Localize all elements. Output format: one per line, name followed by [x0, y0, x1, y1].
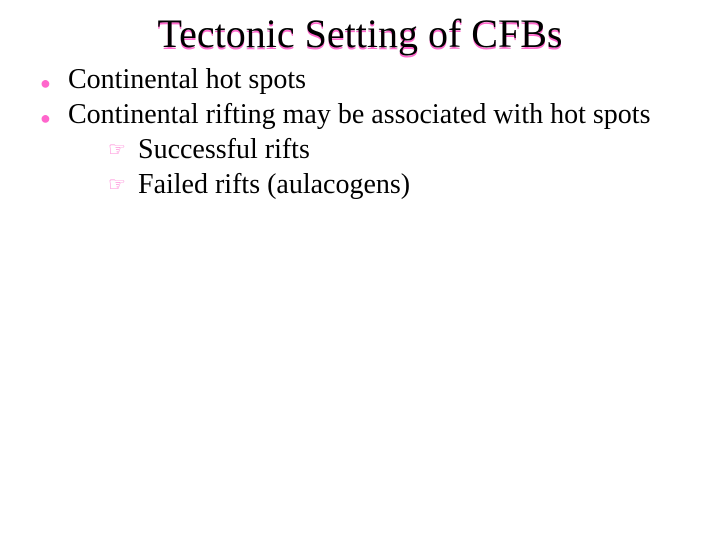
pointer-bullet-icon: ☞	[108, 168, 138, 198]
pointer-bullet-icon: ☞	[108, 133, 138, 163]
bullet-text: Successful rifts	[138, 133, 680, 166]
bullet-level2: ☞ Failed rifts (aulacogens)	[108, 168, 680, 201]
slide-body: ● Continental hot spots ● Continental ri…	[0, 57, 720, 201]
title-text: Tectonic Setting of CFBs	[158, 11, 563, 56]
slide: Tectonic Setting of CFBs Tectonic Settin…	[0, 0, 720, 540]
disc-bullet-icon: ●	[40, 98, 68, 129]
bullet-text: Failed rifts (aulacogens)	[138, 168, 680, 201]
bullet-level1: ● Continental hot spots	[40, 63, 680, 96]
bullet-text-group: Continental rifting may be associated wi…	[68, 98, 680, 201]
bullet-level1: ● Continental rifting may be associated …	[40, 98, 680, 201]
disc-bullet-icon: ●	[40, 63, 68, 94]
slide-title: Tectonic Setting of CFBs Tectonic Settin…	[0, 0, 720, 57]
bullet-text: Continental rifting may be associated wi…	[68, 99, 650, 130]
bullet-level2: ☞ Successful rifts	[108, 133, 680, 166]
bullet-text: Continental hot spots	[68, 63, 680, 96]
